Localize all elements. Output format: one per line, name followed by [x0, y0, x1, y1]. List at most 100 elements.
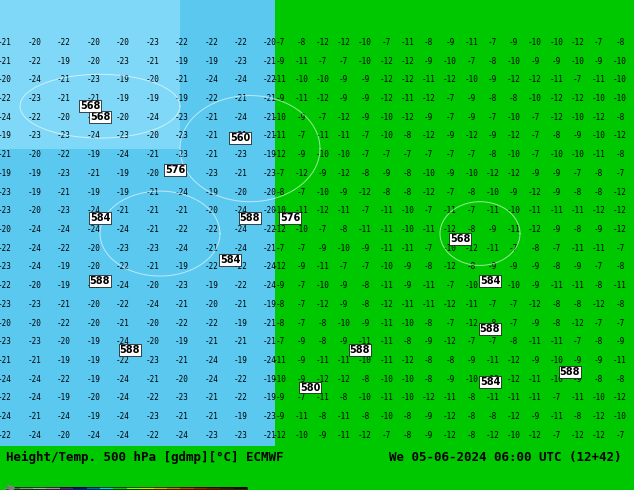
- Text: -24: -24: [116, 393, 130, 402]
- Text: -7: -7: [297, 300, 306, 309]
- Text: -24: -24: [0, 412, 12, 421]
- Text: 584: 584: [90, 213, 110, 222]
- Text: -10: -10: [528, 38, 542, 47]
- Text: -21: -21: [233, 337, 247, 346]
- Text: -10: -10: [571, 57, 585, 66]
- Text: -21: -21: [233, 300, 247, 309]
- Text: -19: -19: [204, 188, 218, 196]
- Text: 560: 560: [230, 133, 250, 143]
- Text: -11: -11: [337, 206, 351, 215]
- Text: -19: -19: [57, 57, 71, 66]
- Text: -11: -11: [507, 225, 521, 234]
- Text: -7: -7: [297, 281, 306, 290]
- Text: 584: 584: [480, 377, 500, 387]
- Text: -22: -22: [86, 113, 100, 122]
- Text: -12: -12: [592, 412, 605, 421]
- Text: -8: -8: [594, 375, 604, 384]
- Text: -20: -20: [204, 300, 218, 309]
- Text: -9: -9: [424, 57, 434, 66]
- Text: -11: -11: [273, 356, 287, 365]
- Text: -11: -11: [486, 206, 500, 215]
- Text: -24: -24: [27, 393, 41, 402]
- Text: -11: -11: [486, 356, 500, 365]
- Text: -11: -11: [379, 337, 393, 346]
- Text: -9: -9: [275, 57, 285, 66]
- Text: -9: -9: [488, 225, 497, 234]
- Text: 568: 568: [80, 101, 100, 111]
- Text: -22: -22: [57, 150, 71, 159]
- Text: -12: -12: [613, 393, 627, 402]
- Bar: [140, 487, 153, 489]
- Text: -19: -19: [175, 337, 188, 346]
- Text: -12: -12: [337, 375, 351, 384]
- Text: -9: -9: [297, 337, 306, 346]
- Text: -20: -20: [145, 169, 159, 178]
- Text: -9: -9: [403, 281, 412, 290]
- Text: -19: -19: [27, 188, 41, 196]
- Text: -9: -9: [467, 356, 476, 365]
- Bar: [113, 487, 127, 489]
- Text: -12: -12: [401, 356, 415, 365]
- Text: -20: -20: [263, 188, 277, 196]
- Text: -21: -21: [263, 431, 277, 440]
- Text: -22: -22: [27, 57, 41, 66]
- Text: -21: -21: [0, 356, 12, 365]
- Text: -21: -21: [57, 75, 71, 84]
- Bar: [60, 487, 74, 489]
- Text: -21: -21: [233, 169, 247, 178]
- Text: -10: -10: [294, 431, 308, 440]
- Text: -8: -8: [467, 225, 476, 234]
- Text: -24: -24: [204, 375, 218, 384]
- Text: -12: -12: [613, 188, 627, 196]
- Text: -11: -11: [486, 244, 500, 253]
- Text: -11: -11: [316, 356, 330, 365]
- Text: -10: -10: [358, 57, 372, 66]
- Text: -20: -20: [57, 337, 71, 346]
- Text: -19: -19: [86, 356, 100, 365]
- Text: -11: -11: [401, 38, 415, 47]
- Text: -24: -24: [263, 263, 277, 271]
- Text: -8: -8: [467, 263, 476, 271]
- Text: -11: -11: [358, 225, 372, 234]
- Text: -9: -9: [275, 393, 285, 402]
- Text: -20: -20: [263, 38, 277, 47]
- Text: -9: -9: [552, 225, 561, 234]
- Text: -12: -12: [507, 131, 521, 141]
- Text: -22: -22: [175, 225, 188, 234]
- Text: -8: -8: [573, 225, 582, 234]
- Text: -7: -7: [339, 57, 348, 66]
- Text: -21: -21: [57, 94, 71, 103]
- Bar: [87, 487, 100, 489]
- Text: -12: -12: [401, 57, 415, 66]
- Text: -9: -9: [509, 188, 519, 196]
- Text: -9: -9: [424, 113, 434, 122]
- Text: -10: -10: [507, 431, 521, 440]
- Text: -10: -10: [507, 150, 521, 159]
- Text: -12: -12: [379, 300, 393, 309]
- Text: -7: -7: [573, 75, 582, 84]
- Text: -9: -9: [339, 75, 348, 84]
- Text: -9: -9: [275, 94, 285, 103]
- Text: -23: -23: [175, 113, 188, 122]
- Text: -12: -12: [358, 431, 372, 440]
- Text: -10: -10: [401, 375, 415, 384]
- Text: -9: -9: [360, 318, 370, 327]
- Text: -11: -11: [379, 393, 393, 402]
- Text: -21: -21: [263, 337, 277, 346]
- Text: -9: -9: [297, 375, 306, 384]
- Text: 584: 584: [480, 276, 500, 286]
- Text: -10: -10: [316, 188, 330, 196]
- Text: -7: -7: [467, 337, 476, 346]
- Text: -22: -22: [204, 318, 218, 327]
- Text: -21: -21: [116, 206, 130, 215]
- Text: -20: -20: [175, 375, 188, 384]
- Text: -12: -12: [316, 300, 330, 309]
- Text: -24: -24: [0, 113, 12, 122]
- Text: -9: -9: [445, 169, 455, 178]
- Text: -7: -7: [424, 150, 434, 159]
- Text: -23: -23: [233, 150, 247, 159]
- Text: -7: -7: [382, 38, 391, 47]
- Bar: [74, 487, 87, 489]
- Text: -10: -10: [507, 206, 521, 215]
- Text: -12: -12: [571, 318, 585, 327]
